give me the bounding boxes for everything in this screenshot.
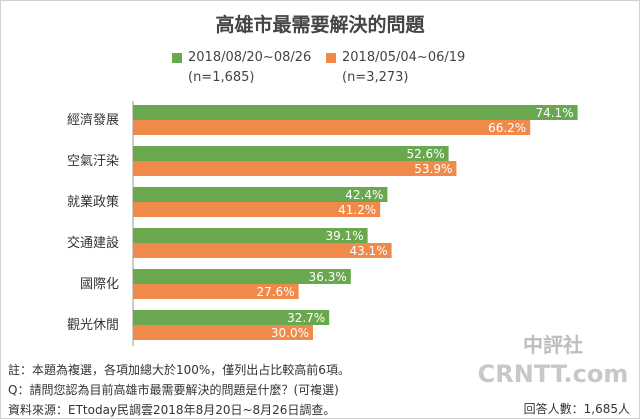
category-label: 空氣汙染 xyxy=(67,154,119,169)
data-label: 42.4% xyxy=(345,188,383,202)
data-label: 39.1% xyxy=(325,229,363,243)
category-label: 經濟發展 xyxy=(67,112,119,128)
bar-series-1 xyxy=(133,105,578,120)
data-label: 36.3% xyxy=(309,270,347,284)
bar-series-2 xyxy=(133,120,531,135)
data-label: 32.7% xyxy=(287,311,325,325)
bar-series-2 xyxy=(133,202,381,217)
data-label: 66.2% xyxy=(488,121,526,135)
bar-chart: 經濟發展 74.1% 66.2% 空氣汙染 52.6%53.9% 就業政策 42.4%41.… xyxy=(67,101,578,346)
category-label: 觀光休閒 xyxy=(67,318,119,333)
bar-series-1 xyxy=(133,146,449,161)
data-label: 53.9% xyxy=(414,162,452,176)
data-label: 27.6% xyxy=(256,285,294,299)
note-question: Q：請問您認為目前高雄市最需要解決的問題是什麼？(可複選) xyxy=(8,383,339,397)
legend-label-series-2: 2018/05/04~06/19 xyxy=(342,50,466,65)
bar-series-2 xyxy=(133,284,299,299)
chart-title: 高雄市最需要解決的問題 xyxy=(215,14,425,36)
data-label: 41.2% xyxy=(338,203,376,217)
bar-series-1 xyxy=(133,228,368,243)
bar-series-2 xyxy=(133,243,392,258)
legend: 2018/08/20~08/26 (n=1,685) 2018/05/04~06… xyxy=(0,50,640,90)
bar-series-2 xyxy=(133,325,313,340)
watermark-top: 中評社 xyxy=(523,333,583,357)
note-multiple-choice: 註：本題為複選，各項加總大於100%，僅列出占比較高前6項。 xyxy=(8,363,350,377)
legend-note-series-2: (n=3,273) xyxy=(342,70,409,85)
data-label: 74.1% xyxy=(535,106,573,120)
watermark-bottom: CRNTT.com xyxy=(478,360,628,388)
legend-label-series-1: 2018/08/20~08/26 xyxy=(188,50,312,65)
legend-swatch-series-2 xyxy=(326,53,336,63)
note-source: 資料來源：ETtoday民調雲2018年8月20日~8月26日調查。 xyxy=(8,403,336,417)
crntt-watermark: 中評社 CRNTT.com xyxy=(478,333,628,388)
notes: 註：本題為複選，各項加總大於100%，僅列出占比較高前6項。 Q：請問您認為目前… xyxy=(8,360,350,420)
respondent-count: 回答人數：1,685人 xyxy=(523,402,630,416)
category-label: 交通建設 xyxy=(67,235,119,251)
legend-note-series-1: (n=1,685) xyxy=(188,70,255,85)
bar-series-1 xyxy=(133,269,351,284)
data-label: 30.0% xyxy=(271,326,309,340)
legend-swatch-series-1 xyxy=(172,53,182,63)
category-label: 國際化 xyxy=(80,277,119,292)
data-label: 43.1% xyxy=(349,244,387,258)
bar-series-1 xyxy=(133,310,330,325)
data-label: 52.6% xyxy=(406,147,444,161)
bar-series-1 xyxy=(133,187,388,202)
category-label: 就業政策 xyxy=(67,194,119,210)
bar-series-2 xyxy=(133,161,457,176)
